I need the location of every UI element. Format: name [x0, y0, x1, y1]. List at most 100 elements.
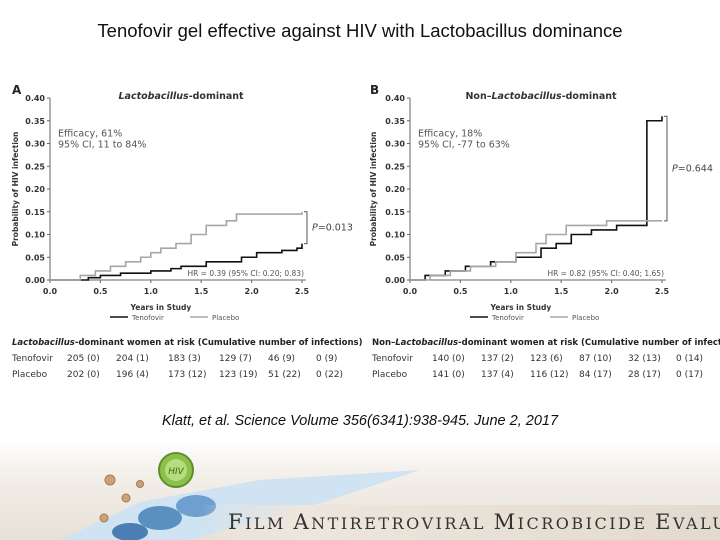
- p-value-rest: =0.644: [678, 164, 713, 175]
- y-axis-label: Probability of HIV infection: [11, 132, 20, 247]
- legend-label-tenofovir: Tenofovir: [491, 314, 524, 322]
- logo-initial: A: [293, 510, 312, 534]
- risk-table-title: Lactobacillus-dominant women at risk (Cu…: [12, 338, 362, 348]
- x-tick-label: 1.0: [144, 287, 159, 296]
- citation: Klatt, et al. Science Volume 356(6341):9…: [161, 413, 559, 429]
- x-tick-label: 0.0: [403, 287, 418, 296]
- risk-cell: 141 (0): [432, 370, 465, 380]
- logo-word-rest: ICROBICIDE: [517, 514, 648, 533]
- p-value-italic: P: [672, 164, 678, 175]
- risk-cell: 140 (0): [432, 354, 465, 364]
- risk-cell: 202 (0): [67, 370, 100, 380]
- footer-banner: HIV FILM ANTIRETROVIRAL MICROBICIDE EVAL…: [0, 440, 720, 540]
- hiv-virus-core-icon: [165, 459, 187, 481]
- risk-cell: 137 (2): [481, 354, 514, 364]
- slide-title: Tenofovir gel effective against HIV with…: [97, 20, 623, 41]
- efficacy-ci-label: 95% CI, 11 to 84%: [58, 140, 146, 151]
- y-tick-label: 0.40: [25, 94, 45, 103]
- p-value-bracket: [664, 115, 668, 222]
- y-tick-label: 0.40: [385, 94, 405, 103]
- panel-label: A: [12, 83, 22, 97]
- risk-cell: 0 (17): [676, 370, 704, 380]
- legend-label-placebo: Placebo: [212, 314, 239, 322]
- cell-icon: [112, 523, 148, 540]
- logo-word-rest: ILM: [245, 514, 286, 533]
- risk-table-non-lactobacillus: Non–Lactobacillus-dominant women at risk…: [372, 338, 720, 388]
- x-tick-label: 0.5: [93, 287, 108, 296]
- x-tick-label: 0.0: [43, 287, 58, 296]
- chart-title-rest: -dominant: [189, 91, 244, 102]
- series-line-tenofovir: [410, 116, 663, 281]
- risk-table-lactobacillus: Lactobacillus-dominant women at risk (Cu…: [12, 338, 362, 388]
- x-tick-label: 2.5: [655, 287, 670, 296]
- risk-cell: 129 (7): [219, 354, 252, 364]
- y-tick-label: 0.10: [25, 231, 45, 240]
- p-value-italic: P: [312, 223, 318, 234]
- p-value-label: P=0.644: [672, 164, 713, 175]
- chart-title-italic: Lactobacillus: [118, 91, 189, 102]
- p-value-bracket: [304, 211, 308, 245]
- km-panel-b: B Non–Lactobacillus-dominant 0.00 0.05 0.10 0…: [369, 83, 713, 322]
- virus-particles: [99, 474, 144, 523]
- legend-label-placebo: Placebo: [572, 314, 599, 322]
- series-line-placebo: [50, 211, 303, 281]
- risk-cell: 0 (14): [676, 354, 704, 364]
- chart-title-rest: -dominant: [562, 91, 617, 102]
- efficacy-label: Efficacy, 61%: [58, 129, 122, 140]
- risk-cell: 46 (9): [268, 354, 296, 364]
- risk-cell: 32 (13): [628, 354, 661, 364]
- efficacy-ci-label: 95% CI, -77 to 63%: [418, 140, 510, 151]
- x-tick-label: 1.5: [554, 287, 569, 296]
- km-charts: A Lactobacillus-dominant0.000.050.100.150…: [11, 83, 713, 322]
- series-line-placebo: [410, 220, 662, 281]
- risk-cell: 196 (4): [116, 370, 149, 380]
- y-tick-label: 0.00: [25, 276, 45, 285]
- hr-label: HR = 0.39 (95% CI: 0.20; 0.83): [187, 269, 304, 278]
- chart-title-italic: Lactobacillus: [491, 91, 562, 102]
- y-tick-label: 0.25: [385, 162, 405, 171]
- risk-row-label: Tenofovir: [372, 354, 413, 364]
- logo-initial: F: [228, 510, 246, 534]
- risk-cell: 28 (17): [628, 370, 661, 380]
- logo-initial: E: [655, 510, 673, 534]
- risk-cell: 204 (1): [116, 354, 149, 364]
- y-tick-label: 0.20: [25, 185, 45, 194]
- y-tick-label: 0.05: [385, 253, 405, 262]
- p-value-rest: =0.013: [318, 223, 353, 234]
- y-tick-label: 0.00: [385, 276, 405, 285]
- risk-cell: 84 (17): [579, 370, 612, 380]
- y-tick-label: 0.25: [25, 162, 45, 171]
- virus-particle-icon: [104, 474, 116, 486]
- risk-cell: 123 (6): [530, 354, 563, 364]
- risk-row-label: Placebo: [372, 370, 408, 380]
- x-axis-label: Years in Study: [129, 303, 191, 312]
- y-tick-label: 0.35: [25, 117, 45, 126]
- chart-title-prefix: Non–: [465, 91, 491, 102]
- legend-label-tenofovir: Tenofovir: [131, 314, 164, 322]
- y-tick-label: 0.15: [25, 208, 45, 217]
- risk-title-italic: Lactobacillus: [12, 338, 75, 348]
- x-tick-label: 1.5: [194, 287, 209, 296]
- risk-title-prefix: Non–: [372, 338, 396, 348]
- y-axis-label: Probability of HIV infection: [369, 132, 378, 247]
- risk-title-italic: Lactobacillus: [395, 338, 459, 348]
- risk-cell: 205 (0): [67, 354, 100, 364]
- virus-particle-icon: [136, 480, 144, 488]
- risk-cell: 183 (3): [168, 354, 201, 364]
- cell-icon: [138, 506, 182, 530]
- hr-label: HR = 0.82 (95% CI: 0.40; 1.65): [547, 269, 664, 278]
- y-tick-label: 0.10: [385, 231, 405, 240]
- logo-initial: M: [493, 510, 518, 534]
- efficacy-label: Efficacy, 18%: [418, 129, 482, 140]
- risk-cell: 0 (9): [316, 354, 338, 364]
- chart-title: Non–Lactobacillus-dominant: [465, 91, 617, 102]
- x-tick-label: 2.0: [245, 287, 260, 296]
- y-tick-label: 0.30: [385, 140, 405, 149]
- risk-cell: 0 (22): [316, 370, 344, 380]
- km-panel-a: A Lactobacillus-dominant 0.00 0.05 0.10 0.15 0…: [11, 83, 353, 322]
- risk-title-rest: -dominant women at risk (Cumulative numb…: [74, 338, 363, 348]
- series-line-tenofovir: [50, 243, 303, 281]
- risk-cell: 116 (12): [530, 370, 569, 380]
- risk-cell: 173 (12): [168, 370, 207, 380]
- x-tick-label: 2.5: [295, 287, 310, 296]
